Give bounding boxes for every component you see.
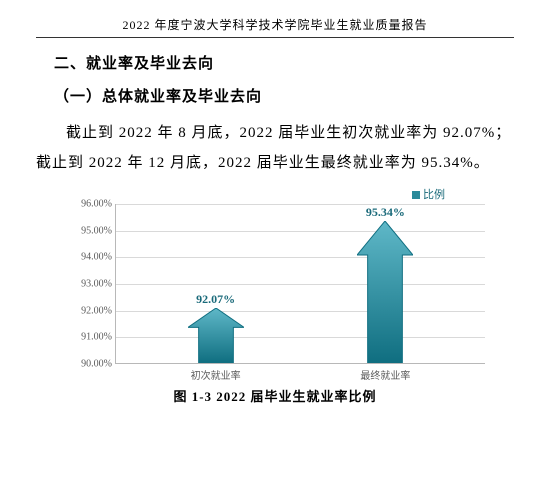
section-heading-2: 二、就业率及毕业去向 [36, 52, 514, 73]
page-header-title: 2022 年度宁波大学科学技术学院毕业生就业质量报告 [122, 18, 427, 32]
chart-legend: 比例 [65, 186, 485, 202]
chart-caption: 图 1-3 2022 届毕业生就业率比例 [65, 386, 485, 405]
y-tick-label: 91.00% [64, 332, 112, 343]
gridline [116, 204, 485, 205]
legend-swatch [412, 191, 420, 199]
y-tick-label: 92.00% [64, 305, 112, 316]
gridline [116, 231, 485, 232]
y-tick-label: 94.00% [64, 252, 112, 263]
employment-rate-chart: 比例 90.00%91.00%92.00%93.00%94.00%95.00%9… [65, 186, 485, 405]
gridline [116, 284, 485, 285]
bar-value-label: 92.07% [196, 292, 235, 307]
chart-plot-area: 90.00%91.00%92.00%93.00%94.00%95.00%96.0… [115, 204, 485, 364]
body-paragraph: 截止到 2022 年 8 月底，2022 届毕业生初次就业率为 92.07%；截… [36, 118, 514, 178]
chart-bar [357, 221, 413, 363]
gridline [116, 337, 485, 338]
x-tick-label: 最终就业率 [360, 367, 410, 382]
gridline [116, 257, 485, 258]
y-tick-label: 90.00% [64, 359, 112, 370]
legend-label: 比例 [423, 189, 445, 201]
gridline [116, 311, 485, 312]
y-tick-label: 95.00% [64, 225, 112, 236]
section-heading-3: （一）总体就业率及毕业去向 [36, 85, 514, 106]
chart-bar [188, 308, 244, 363]
y-tick-label: 93.00% [64, 279, 112, 290]
bar-value-label: 95.34% [366, 205, 405, 220]
x-tick-label: 初次就业率 [191, 367, 241, 382]
page-header: 2022 年度宁波大学科学技术学院毕业生就业质量报告 [36, 16, 514, 38]
y-tick-label: 96.00% [64, 199, 112, 210]
